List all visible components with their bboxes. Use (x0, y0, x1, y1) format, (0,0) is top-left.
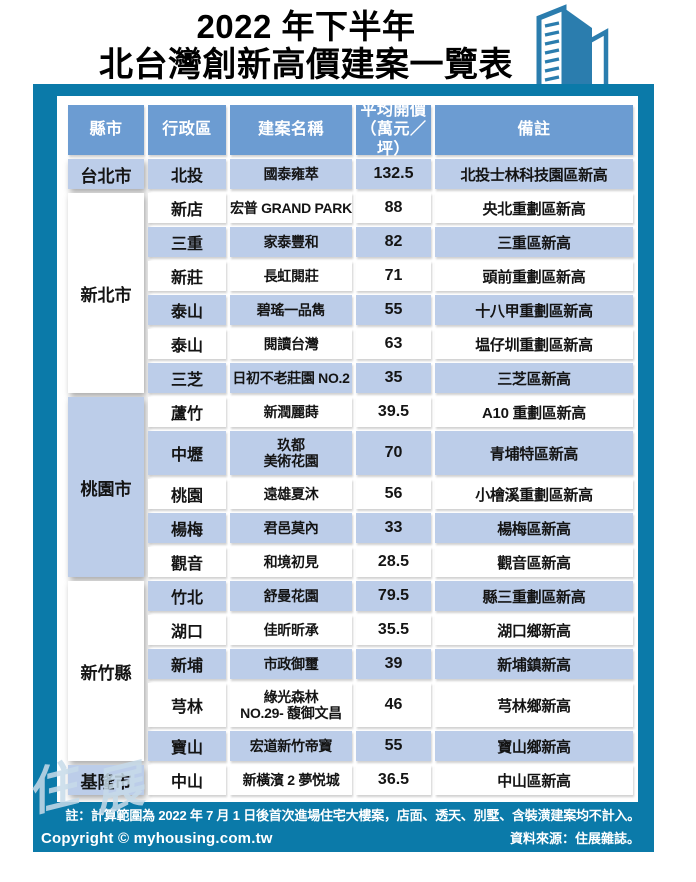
page-title-line1: 2022 年下半年 (196, 8, 416, 45)
cell-price: 70 (356, 431, 431, 475)
cell-project-name: 家泰豐和 (230, 227, 352, 257)
cell-project-name: 遠雄夏沐 (230, 479, 352, 509)
cell-price: 63 (356, 329, 431, 359)
cell-project-name: 碧瑤一品雋 (230, 295, 352, 325)
cell-price: 35 (356, 363, 431, 393)
cell-note: 頭前重劃區新高 (435, 261, 633, 291)
cell-price: 33 (356, 513, 431, 543)
footer-note: 註：計算範圍為 2022 年 7 月 1 日後首次進場住宅大樓案，店面、透天、別… (65, 808, 640, 823)
cell-project-name: 新潤麗蒔 (230, 397, 352, 427)
cell-price: 39 (356, 649, 431, 679)
cell-district: 桃園 (148, 479, 226, 509)
cell-district: 中壢 (148, 431, 226, 475)
cell-district: 新埔 (148, 649, 226, 679)
cell-district: 泰山 (148, 329, 226, 359)
page-title-line2: 北台灣創新高價建案一覽表 (99, 45, 513, 84)
cell-project-name: 宏普 GRAND PARK (230, 193, 352, 223)
cell-note: 縣三重劃區新高 (435, 581, 633, 611)
cell-price: 46 (356, 683, 431, 727)
copyright-text: Copyright © myhousing.com.tw (41, 830, 273, 847)
column-header: 縣市 (68, 105, 144, 155)
cell-district: 三芝 (148, 363, 226, 393)
cell-price: 82 (356, 227, 431, 257)
cell-price: 39.5 (356, 397, 431, 427)
column-header: 備註 (435, 105, 633, 155)
frame-footer: 註：計算範圍為 2022 年 7 月 1 日後首次進場住宅大樓案，店面、透天、別… (41, 805, 640, 847)
cell-project-name: 國泰雍萃 (230, 159, 352, 189)
cell-price: 35.5 (356, 615, 431, 645)
cell-note: 十八甲重劃區新高 (435, 295, 633, 325)
cell-price: 56 (356, 479, 431, 509)
cell-note: 三芝區新高 (435, 363, 633, 393)
cell-note: 中山區新高 (435, 765, 633, 795)
cell-note: 觀音區新高 (435, 547, 633, 577)
cell-project-name: 宏道新竹帝寶 (230, 731, 352, 761)
column-header: 平均開價 （萬元／坪） (356, 102, 431, 158)
cell-district: 新莊 (148, 261, 226, 291)
cell-price: 71 (356, 261, 431, 291)
column-header: 建案名稱 (230, 105, 352, 155)
cell-project-name: 長虹閱莊 (230, 261, 352, 291)
cell-project-name: 市政御璽 (230, 649, 352, 679)
info-frame: 縣市 行政區 建案名稱 平均開價 （萬元／坪） 備註台北市新北市 桃園市 新竹縣基隆市 北投國… (33, 84, 654, 852)
cell-project-name: 舒曼花園 (230, 581, 352, 611)
cell-district: 楊梅 (148, 513, 226, 543)
cell-price: 79.5 (356, 581, 431, 611)
cell-project-name: 玖都 美術花園 (230, 431, 352, 475)
cell-note: A10 重劃區新高 (435, 397, 633, 427)
cell-project-name: 綠光森林 NO.29- 馥御文昌 (230, 683, 352, 727)
cell-project-name: 新橫濱 2 夢悦城 (230, 765, 352, 795)
cell-district: 新店 (148, 193, 226, 223)
cell-district: 蘆竹 (148, 397, 226, 427)
county-cell: 新北市 (68, 193, 144, 393)
cell-project-name: 君邑莫內 (230, 513, 352, 543)
buildings-icon (522, 0, 662, 95)
cell-project-name: 佳昕昕承 (230, 615, 352, 645)
cell-price: 36.5 (356, 765, 431, 795)
cell-note: 楊梅區新高 (435, 513, 633, 543)
cell-district: 寶山 (148, 731, 226, 761)
cell-note: 北投士林科技園區新高 (435, 159, 633, 189)
cell-project-name: 和境初見 (230, 547, 352, 577)
cell-note: 塭仔圳重劃區新高 (435, 329, 633, 359)
county-cell: 台北市 (68, 159, 144, 189)
cell-district: 芎林 (148, 683, 226, 727)
cell-district: 北投 (148, 159, 226, 189)
cell-price: 28.5 (356, 547, 431, 577)
cell-price: 55 (356, 295, 431, 325)
county-cell: 新竹縣 (68, 581, 144, 761)
cell-district: 泰山 (148, 295, 226, 325)
cell-note: 小檜溪重劃區新高 (435, 479, 633, 509)
column-header: 行政區 (148, 105, 226, 155)
cell-price: 132.5 (356, 159, 431, 189)
page-title: 2022 年下半年 北台灣創新高價建案一覽表 (0, 8, 612, 84)
county-cell: 桃園市 (68, 397, 144, 577)
cell-project-name: 日初不老莊園 NO.2 (230, 363, 352, 393)
table-card: 縣市 行政區 建案名稱 平均開價 （萬元／坪） 備註台北市新北市 桃園市 新竹縣基隆市 北投國… (57, 96, 638, 802)
cell-project-name: 閱讀台灣 (230, 329, 352, 359)
cell-note: 寶山鄉新高 (435, 731, 633, 761)
cell-note: 央北重劃區新高 (435, 193, 633, 223)
cell-note: 青埔特區新高 (435, 431, 633, 475)
cell-note: 芎林鄉新高 (435, 683, 633, 727)
cell-price: 55 (356, 731, 431, 761)
source-text: 資料來源：住展雜誌。 (509, 831, 640, 846)
county-cell: 基隆市 (68, 765, 144, 795)
cell-district: 觀音 (148, 547, 226, 577)
cell-note: 新埔鎮新高 (435, 649, 633, 679)
cell-district: 湖口 (148, 615, 226, 645)
cell-price: 88 (356, 193, 431, 223)
cell-district: 中山 (148, 765, 226, 795)
cell-note: 三重區新高 (435, 227, 633, 257)
cell-district: 三重 (148, 227, 226, 257)
cell-note: 湖口鄉新高 (435, 615, 633, 645)
cell-district: 竹北 (148, 581, 226, 611)
record-price-table: 縣市 行政區 建案名稱 平均開價 （萬元／坪） 備註台北市新北市 桃園市 新竹縣基隆市 北投國… (68, 102, 633, 795)
